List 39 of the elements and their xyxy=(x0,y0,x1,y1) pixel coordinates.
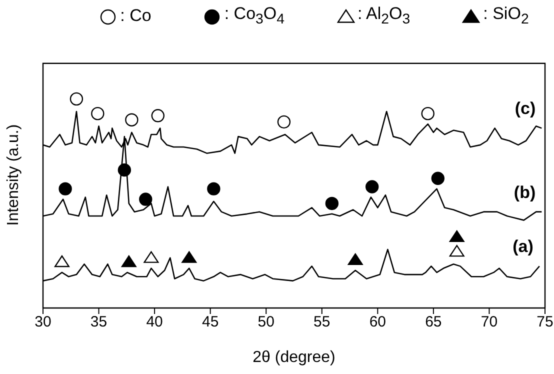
point xyxy=(58,182,72,196)
point xyxy=(421,106,434,120)
x-tick-label: 55 xyxy=(314,314,330,331)
point xyxy=(348,253,363,266)
legend-label: : Al$_{2}$O$_{3}$ xyxy=(358,4,410,28)
series-label: (b) xyxy=(514,182,536,202)
point xyxy=(449,230,464,242)
point xyxy=(144,251,159,263)
x-tick-label: 40 xyxy=(146,314,163,331)
series-label: (a) xyxy=(512,237,534,256)
x-tick-label: 75 xyxy=(536,314,554,331)
x-tick-label: 65 xyxy=(425,314,442,331)
point xyxy=(125,113,138,126)
x-tick-label: 50 xyxy=(258,314,274,331)
legend-label: : SiO$_{2}$ xyxy=(483,4,529,28)
point xyxy=(70,92,84,106)
legend-label: : Co xyxy=(120,6,152,26)
point xyxy=(449,244,464,257)
x-tick-label: 30 xyxy=(34,314,52,331)
point xyxy=(151,109,164,122)
point xyxy=(431,172,445,185)
point xyxy=(325,196,339,210)
series-label: (c) xyxy=(514,99,536,118)
x-tick-label: 70 xyxy=(480,314,498,331)
y-axis-title: Intensity (a.u.) xyxy=(5,124,23,226)
x-tick-label: 35 xyxy=(90,314,108,331)
x-axis-title: 2θ (degree) xyxy=(252,349,336,366)
legend-label: : Co$_{3}$O$_{4}$ xyxy=(224,4,285,28)
point xyxy=(54,255,70,268)
x-tick-label: 45 xyxy=(202,314,219,331)
point xyxy=(139,192,152,206)
point xyxy=(207,182,220,196)
point xyxy=(365,180,379,194)
point xyxy=(182,251,197,263)
point xyxy=(91,106,104,120)
point xyxy=(121,255,136,268)
point xyxy=(277,115,291,129)
x-tick-label: 60 xyxy=(369,314,386,331)
point xyxy=(118,163,132,177)
